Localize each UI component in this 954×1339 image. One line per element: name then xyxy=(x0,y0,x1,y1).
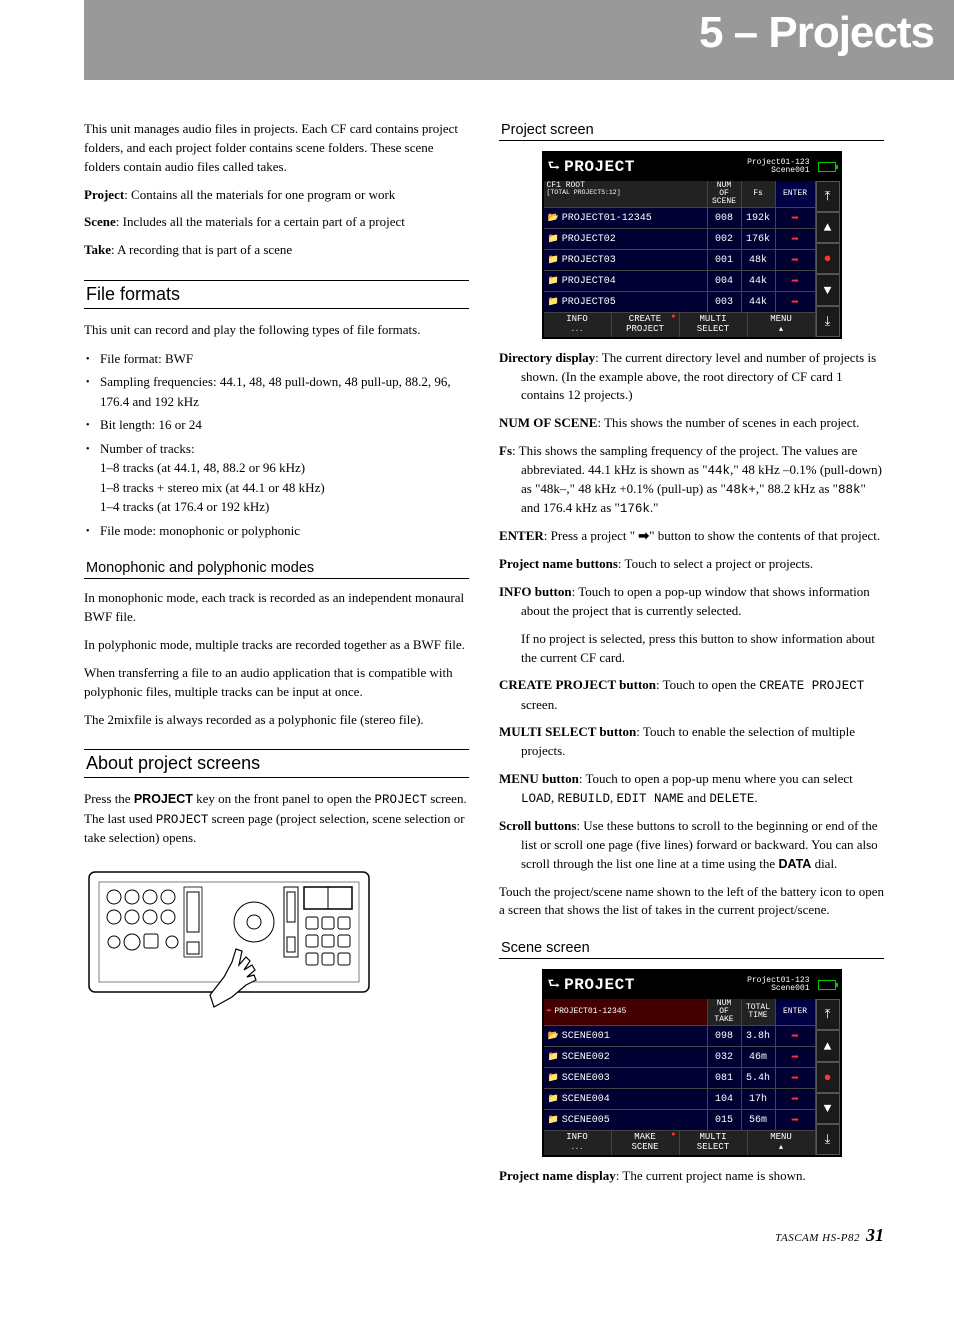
def-project-name-display: Project name display: The current projec… xyxy=(499,1167,884,1186)
list-item: File format: BWF xyxy=(100,349,469,369)
def-enter: ENTER: Press a project " ➡" button to sh… xyxy=(499,527,884,546)
modes-p: In polyphonic mode, multiple tracks are … xyxy=(84,636,469,655)
lcd-footer: INFO... CREATE PROJECT● MULTI SELECT MEN… xyxy=(544,313,816,337)
def-multi-select: MULTI SELECT button: Touch to enable the… xyxy=(499,723,884,761)
list-item: Number of tracks: 1–8 tracks (at 44.1, 4… xyxy=(100,439,469,517)
def-scene: Scene: Includes all the materials for a … xyxy=(84,213,469,232)
back-arrow-icon[interactable]: ⮑ xyxy=(548,155,561,179)
touch-para: Touch the project/scene name shown to th… xyxy=(499,883,884,921)
multi-select-button[interactable]: MULTI SELECT xyxy=(680,1131,748,1155)
modes-p: When transferring a file to an audio app… xyxy=(84,664,469,702)
info-button[interactable]: INFO... xyxy=(544,1131,612,1155)
list-item: File mode: monophonic or polyphonic xyxy=(100,521,469,541)
table-row[interactable]: 📂SCENE0010983.8h➡ xyxy=(544,1026,816,1047)
scroll-buttons: ⤒ ▲ ● ▼ ⤓ xyxy=(816,181,840,337)
table-row[interactable]: 📁PROJECT0400444k➡ xyxy=(544,271,816,292)
page-footer: TASCAM HS-P82 31 xyxy=(0,1215,954,1276)
left-column: This unit manages audio files in project… xyxy=(84,120,469,1195)
table-row[interactable]: 📁SCENE00410417h➡ xyxy=(544,1089,816,1110)
scroll-down-button[interactable]: ▼ xyxy=(816,274,840,305)
battery-icon xyxy=(818,162,836,172)
def-take: Take: A recording that is part of a scen… xyxy=(84,241,469,260)
def-scroll-buttons: Scroll buttons: Use these buttons to scr… xyxy=(499,817,884,874)
footer-product: TASCAM HS-P82 xyxy=(775,1232,860,1244)
scroll-up-button[interactable]: ▲ xyxy=(816,1030,840,1061)
scroll-up-button[interactable]: ▲ xyxy=(816,212,840,243)
def-project: Project: Contains all the materials for … xyxy=(84,186,469,205)
scroll-indicator: ● xyxy=(816,243,840,274)
make-scene-button[interactable]: MAKE SCENE● xyxy=(612,1131,680,1155)
heading-file-formats: File formats xyxy=(84,280,469,309)
menu-button[interactable]: MENU▲ xyxy=(748,313,816,337)
ff-list: File format: BWF Sampling frequencies: 4… xyxy=(84,349,469,541)
chapter-title: 5 – Projects xyxy=(699,8,934,58)
table-row[interactable]: 📁PROJECT0500344k➡ xyxy=(544,292,816,313)
modes-p: The 2mixfile is always recorded as a pol… xyxy=(84,711,469,730)
def-project-name-buttons: Project name buttons: Touch to select a … xyxy=(499,555,884,574)
table-row[interactable]: 📁SCENE00203246m➡ xyxy=(544,1047,816,1068)
back-arrow-icon[interactable]: ⮑ xyxy=(548,973,561,997)
scroll-top-button[interactable]: ⤒ xyxy=(816,999,840,1030)
list-item: Sampling frequencies: 44.1, 48, 48 pull-… xyxy=(100,372,469,411)
multi-select-button[interactable]: MULTI SELECT xyxy=(680,313,748,337)
lcd-title: PROJECT xyxy=(564,976,635,994)
lcd-subtitle[interactable]: Project01-123Scene001 xyxy=(747,977,813,993)
scroll-bottom-button[interactable]: ⤓ xyxy=(816,306,840,337)
ff-intro: This unit can record and play the follow… xyxy=(84,321,469,340)
create-project-button[interactable]: CREATE PROJECT● xyxy=(612,313,680,337)
scroll-down-button[interactable]: ▼ xyxy=(816,1093,840,1124)
scene-screen-lcd: ⮑ PROJECT Project01-123Scene001 ➦PROJECT… xyxy=(542,969,842,1157)
page-number: 31 xyxy=(866,1225,884,1246)
def-info-button: INFO button: Touch to open a pop-up wind… xyxy=(499,583,884,621)
lcd-header-row: CF1 ROOT[TOTAL PROJECTS:12] NUM OF SCENE… xyxy=(544,181,816,208)
page-content: This unit manages audio files in project… xyxy=(0,80,954,1215)
def-menu-button: MENU button: Touch to open a pop-up menu… xyxy=(499,770,884,808)
lcd-header-row: ➦PROJECT01-12345 NUM OF TAKE TOTAL TIME … xyxy=(544,999,816,1026)
def-create-project: CREATE PROJECT button: Touch to open the… xyxy=(499,676,884,714)
table-row[interactable]: 📁SCENE0030815.4h➡ xyxy=(544,1068,816,1089)
scroll-top-button[interactable]: ⤒ xyxy=(816,181,840,212)
def-info-2: If no project is selected, press this bu… xyxy=(499,630,884,668)
def-directory-display: Directory display: The current directory… xyxy=(499,349,884,406)
modes-p: In monophonic mode, each track is record… xyxy=(84,589,469,627)
table-row[interactable]: 📁PROJECT0300148k➡ xyxy=(544,250,816,271)
scroll-buttons: ⤒ ▲ ● ▼ ⤓ xyxy=(816,999,840,1155)
heading-scene-screen: Scene screen xyxy=(499,938,884,959)
scroll-indicator: ● xyxy=(816,1062,840,1093)
def-num-of-scene: NUM OF SCENE: This shows the number of s… xyxy=(499,414,884,433)
aps-para: Press the PROJECT key on the front panel… xyxy=(84,790,469,847)
list-item: Bit length: 16 or 24 xyxy=(100,415,469,435)
def-fs: Fs: This shows the sampling frequency of… xyxy=(499,442,884,518)
table-row[interactable]: 📁PROJECT02002176k➡ xyxy=(544,229,816,250)
table-row[interactable]: 📂PROJECT01-12345008192k➡ xyxy=(544,208,816,229)
table-row[interactable]: 📁SCENE00501556m➡ xyxy=(544,1110,816,1131)
lcd-subtitle[interactable]: Project01-123Scene001 xyxy=(747,159,813,175)
scroll-bottom-button[interactable]: ⤓ xyxy=(816,1124,840,1155)
project-screen-lcd: ⮑ PROJECT Project01-123Scene001 CF1 ROOT… xyxy=(542,151,842,339)
battery-icon xyxy=(818,980,836,990)
heading-project-screen: Project screen xyxy=(499,120,884,141)
right-column: Project screen ⮑ PROJECT Project01-123Sc… xyxy=(499,120,884,1195)
device-illustration xyxy=(84,867,374,1017)
info-button[interactable]: INFO... xyxy=(544,313,612,337)
heading-about-project-screens: About project screens xyxy=(84,749,469,778)
heading-modes: Monophonic and polyphonic modes xyxy=(84,558,469,579)
lcd-footer: INFO... MAKE SCENE● MULTI SELECT MENU▲ xyxy=(544,1131,816,1155)
intro-para: This unit manages audio files in project… xyxy=(84,120,469,177)
lcd-title: PROJECT xyxy=(564,158,635,176)
menu-button[interactable]: MENU▲ xyxy=(748,1131,816,1155)
header-bar: 5 – Projects xyxy=(84,0,954,80)
